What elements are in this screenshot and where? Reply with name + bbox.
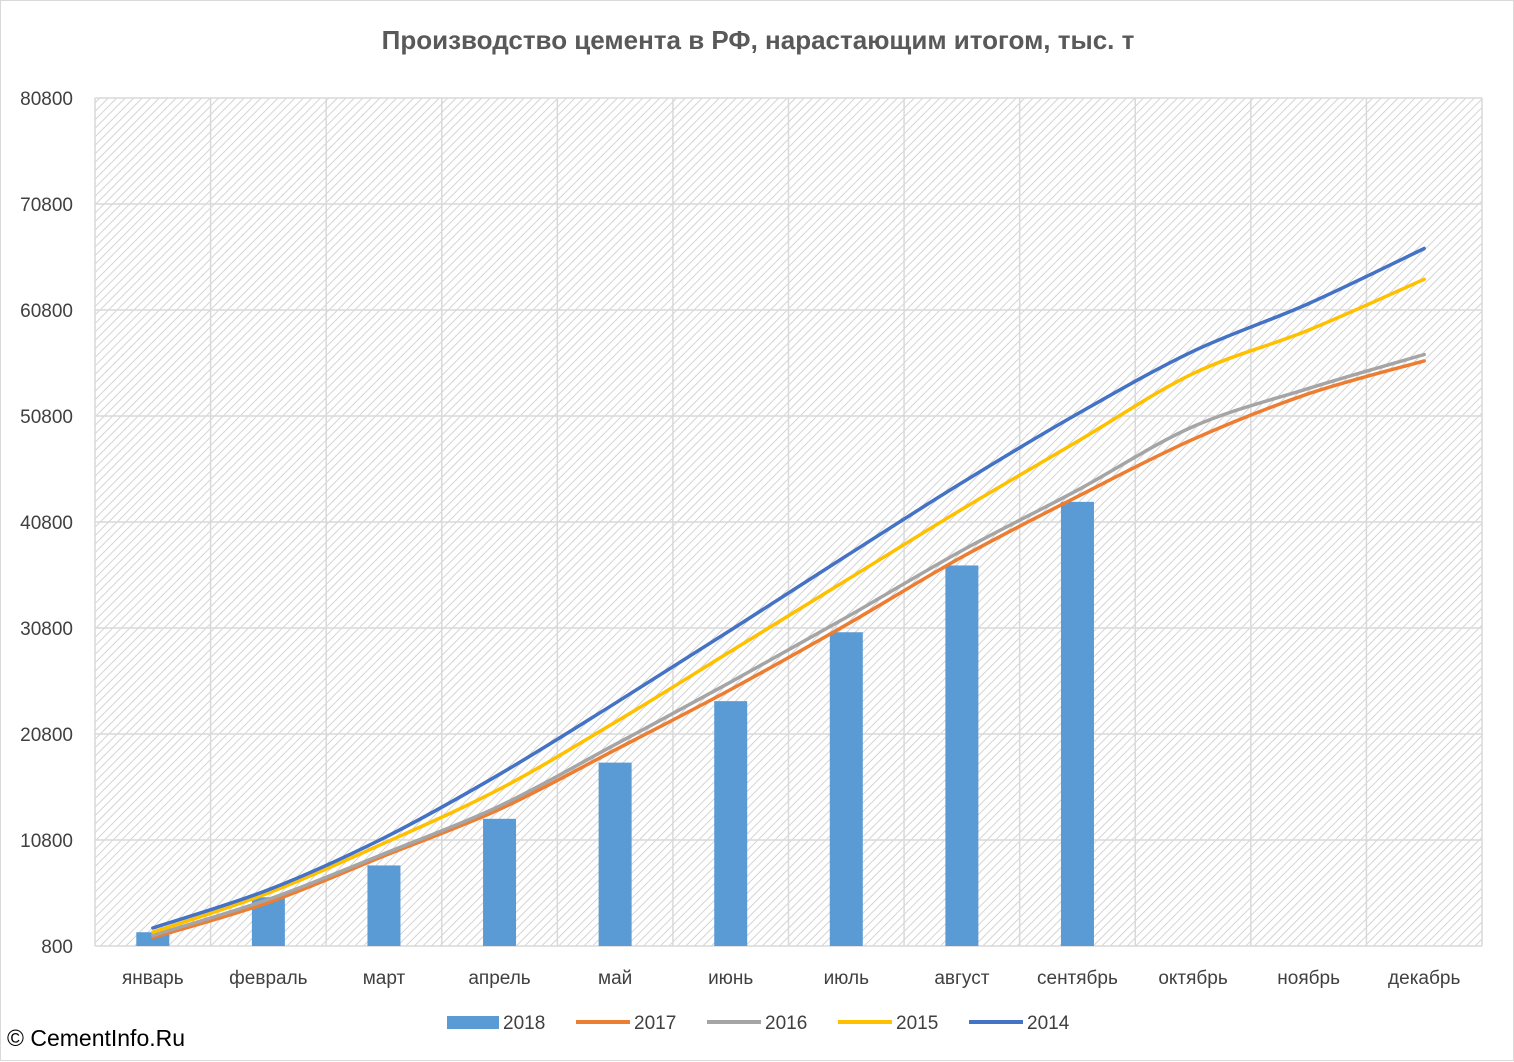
legend-item-2018[interactable]: 2018 [447,1013,545,1034]
line-2015 [151,277,1426,934]
legend-item-2017[interactable]: 2017 [576,1013,676,1034]
x-tick-label-11: декабрь [1388,968,1460,989]
bar-series-2018 [136,501,1094,946]
line-2014 [151,246,1426,930]
line-2017 [151,359,1426,940]
y-tick-label-0: 800 [41,937,73,958]
copyright-text: © CementInfo.Ru [7,1025,186,1051]
y-tick-label-7: 70800 [20,195,73,216]
legend-label-2016: 2016 [765,1013,807,1034]
line-2016 [151,352,1426,938]
legend-label-2014: 2014 [1027,1013,1070,1034]
x-tick-label-7: август [934,968,989,989]
bar-2018-3 [483,818,517,946]
y-tick-label-6: 60800 [20,301,73,322]
bar-2018-8 [1060,501,1094,946]
y-tick-label-5: 50800 [20,407,73,428]
x-tick-label-0: январь [122,968,184,989]
gridlines [94,97,1483,947]
legend-label-2015: 2015 [896,1013,938,1034]
x-tick-label-6: июль [824,968,870,989]
y-tick-label-2: 20800 [20,725,73,746]
legend-item-2014[interactable]: 2014 [969,1013,1070,1034]
legend-swatch-2018 [447,1016,499,1029]
legend-item-2016[interactable]: 2016 [707,1013,807,1034]
x-tick-label-4: май [598,968,632,989]
x-tick-label-1: февраль [229,968,308,989]
y-axis-tick-labels: 800 10800 20800 30800 40800 50800 60800 70800 80… [20,89,73,958]
y-tick-label-8: 80800 [20,89,73,110]
x-tick-label-3: апрель [468,968,530,989]
legend[interactable]: 2018 2017 2016 2015 2014 [447,1013,1070,1034]
legend-label-2017: 2017 [634,1013,676,1034]
legend-label-2018: 2018 [503,1013,545,1034]
x-tick-label-10: ноябрь [1277,968,1340,989]
x-tick-label-5: июнь [708,968,753,989]
line-series [151,246,1426,940]
y-tick-label-1: 10800 [20,831,73,852]
bar-2018-2 [367,865,401,946]
x-tick-label-9: октябрь [1158,968,1228,989]
bar-2018-4 [598,762,632,946]
y-tick-label-4: 40800 [20,513,73,534]
chart-title: Производство цемента в РФ, нарастающим и… [381,25,1135,55]
x-axis-tick-labels: январь февраль март апрель май июнь июль август… [122,968,1461,989]
x-tick-label-2: март [363,968,406,989]
bar-2018-6 [829,632,863,946]
y-tick-label-3: 30800 [20,619,73,640]
bar-2018-5 [714,701,748,946]
x-tick-label-8: сентябрь [1037,968,1118,989]
legend-item-2015[interactable]: 2015 [838,1013,938,1034]
bar-2018-7 [945,565,979,946]
